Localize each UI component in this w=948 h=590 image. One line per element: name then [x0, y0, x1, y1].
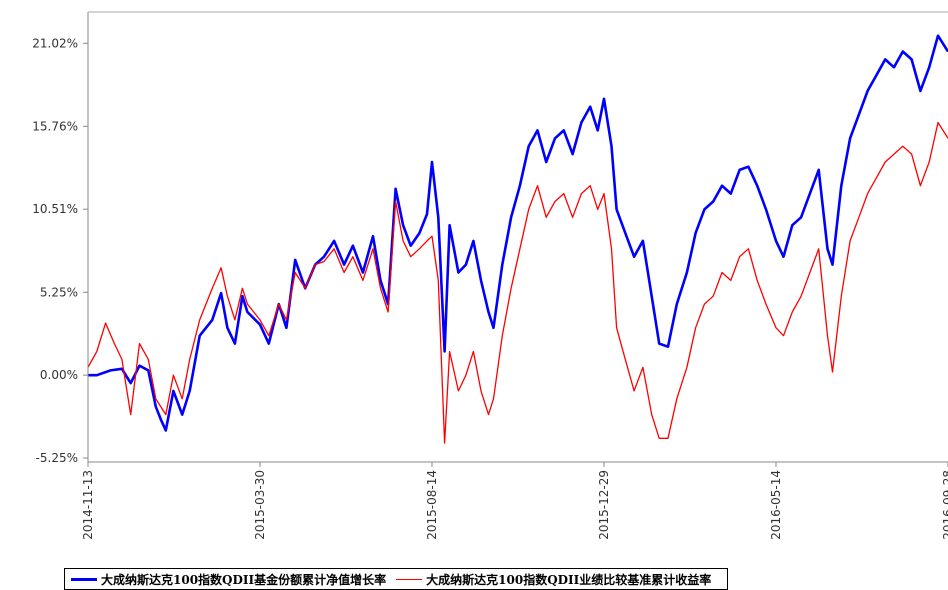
- x-tick-layer: 2014-11-13 2015-03-30 2015-08-14 2015-12-29…: [81, 462, 948, 540]
- series-layer: [87, 34, 948, 444]
- y-tick-label: 21.02%: [32, 36, 78, 50]
- series-line-benchmark: [87, 121, 948, 444]
- legend-item-benchmark: 大成纳斯达克100指数QDII业绩比较基准累计收益率: [396, 571, 711, 588]
- x-tick-label: 2016-09-28: [941, 470, 948, 540]
- y-tick-label: 15.76%: [32, 119, 78, 133]
- y-tick-label: 10.51%: [32, 202, 78, 216]
- y-tick-label: -5.25%: [36, 451, 78, 465]
- legend-label-fund: 大成纳斯达克100指数QDII基金份额累计净值增长率: [101, 572, 387, 587]
- x-tick-label: 2015-08-14: [425, 470, 439, 540]
- x-tick-label: 2015-12-29: [597, 470, 611, 540]
- series-fund: [88, 34, 948, 432]
- legend-item-fund: 大成纳斯达克100指数QDII基金份额累计净值增长率: [71, 571, 386, 588]
- legend-swatch-fund: [71, 577, 97, 581]
- plot-area: [88, 12, 948, 462]
- y-tick-layer: 21.02% 15.76% 10.51% 5.25% 0.00% -5.25%: [32, 36, 88, 465]
- series-benchmark: [87, 121, 948, 444]
- legend-label-benchmark: 大成纳斯达克100指数QDII业绩比较基准累计收益率: [426, 572, 712, 587]
- x-tick-label: 2015-03-30: [253, 470, 267, 540]
- y-tick-label: 0.00%: [40, 368, 78, 382]
- y-tick-label: 5.25%: [40, 285, 78, 299]
- series-line-fund: [88, 34, 948, 432]
- x-tick-label: 2016-05-14: [769, 470, 783, 540]
- legend: 大成纳斯达克100指数QDII基金份额累计净值增长率 大成纳斯达克100指数QD…: [64, 568, 729, 590]
- x-tick-label: 2014-11-13: [81, 470, 95, 540]
- legend-swatch-benchmark: [396, 578, 423, 580]
